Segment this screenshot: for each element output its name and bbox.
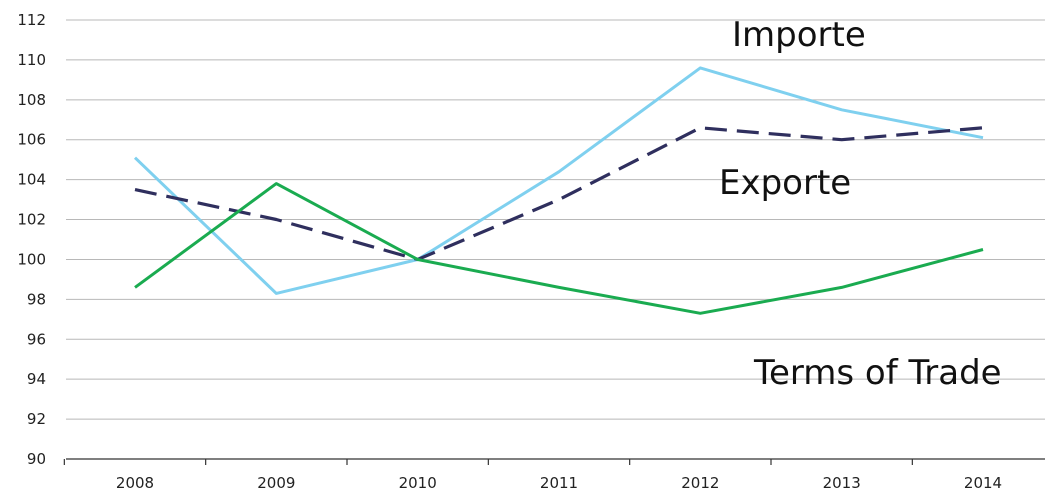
series-line-importe: [133, 66, 984, 295]
x-tick-label: 2013: [823, 474, 861, 492]
series-labels: Importe Exporte Terms of Trade: [719, 15, 1002, 393]
y-tick-label: 98: [27, 290, 46, 308]
y-tick-label: 96: [27, 330, 46, 348]
series-lines: [133, 66, 984, 315]
series-label-terms-of-trade: Terms of Trade: [753, 353, 1002, 393]
x-tick-label: 2009: [257, 474, 295, 492]
x-axis-tick-labels: 2008 2009 2010 2011 2012 2013 2014: [116, 474, 1002, 492]
y-tick-label: 104: [17, 171, 46, 189]
x-tick-label: 2012: [681, 474, 719, 492]
y-tick-label: 112: [17, 11, 46, 29]
y-tick-label: 92: [27, 410, 46, 428]
series-line-terms-of-trade: [134, 182, 984, 315]
y-tick-label: 108: [17, 91, 46, 109]
x-tick-label: 2014: [964, 474, 1002, 492]
y-tick-label: 94: [27, 370, 46, 388]
y-tick-label: 90: [27, 450, 46, 468]
y-tick-label: 106: [17, 131, 46, 149]
y-axis-tick-labels: 90 92 94 96 98 100 102 104 106 108 110 112: [17, 11, 46, 468]
series-label-importe: Importe: [732, 15, 866, 55]
y-tick-label: 102: [17, 211, 46, 229]
x-tick-label: 2008: [116, 474, 154, 492]
x-tick-label: 2011: [540, 474, 578, 492]
y-tick-label: 110: [17, 51, 46, 69]
x-axis: [63, 458, 1045, 465]
y-tick-label: 100: [17, 250, 46, 268]
x-tick-label: 2010: [399, 474, 437, 492]
series-label-exporte: Exporte: [719, 163, 851, 203]
series-line-exporte: [134, 126, 984, 262]
